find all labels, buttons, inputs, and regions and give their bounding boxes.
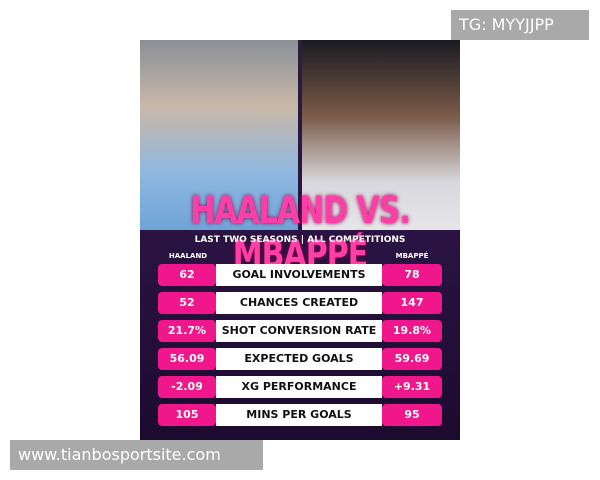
mbappe-value: 78 [382,264,442,286]
stat-name: CHANCES CREATED [216,292,382,314]
mbappe-value: 95 [382,404,442,426]
haaland-value: 56.09 [158,348,216,370]
stat-name: SHOT CONVERSION RATE [216,320,382,342]
mbappe-value: 19.8% [382,320,442,342]
stat-name: MINS PER GOALS [216,404,382,426]
watermark-bottom: www.tianbosportsite.com [10,440,263,470]
haaland-photo [140,40,298,230]
graphic-card: HAALAND VS. MBAPPÉ LAST TWO SEASONS | AL… [140,40,460,440]
stat-name: EXPECTED GOALS [216,348,382,370]
watermark-top: TG: MYYJJPP [451,10,589,40]
mbappe-photo [302,40,460,230]
haaland-value: 105 [158,404,216,426]
left-header: HAALAND [168,252,208,260]
haaland-value: 52 [158,292,216,314]
mbappe-value: 147 [382,292,442,314]
stat-name: GOAL INVOLVEMENTS [216,264,382,286]
mbappe-value: +9.31 [382,376,442,398]
mbappe-value: 59.69 [382,348,442,370]
stat-name: XG PERFORMANCE [216,376,382,398]
right-header: MBAPPÉ [395,252,429,260]
haaland-value: 21.7% [158,320,216,342]
haaland-value: -2.09 [158,376,216,398]
subtitle: LAST TWO SEASONS | ALL COMPETITIONS [194,235,406,245]
haaland-value: 62 [158,264,216,286]
